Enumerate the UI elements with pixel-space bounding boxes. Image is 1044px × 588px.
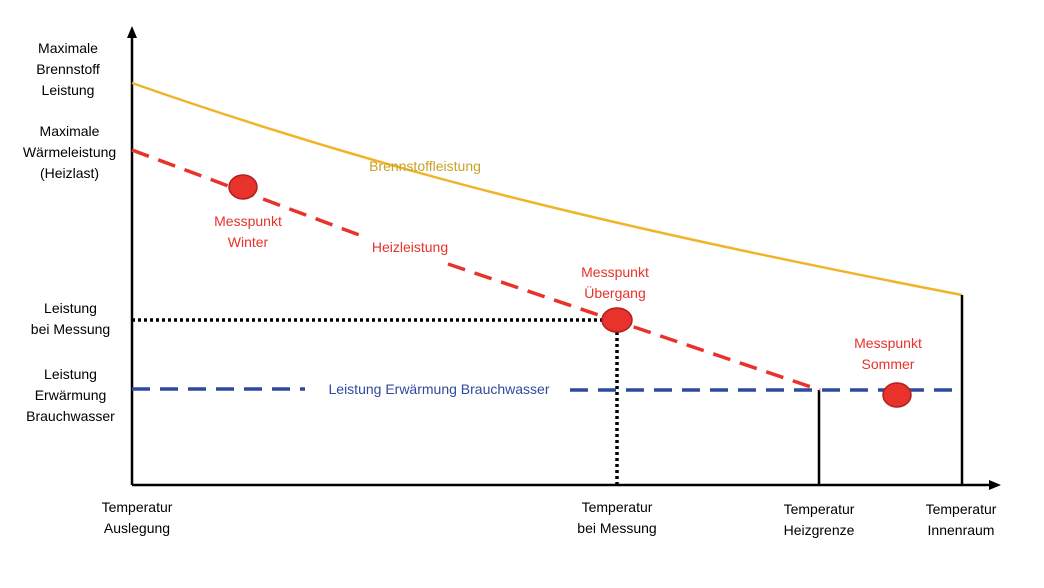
y-label-heizlast: Maximale Wärmeleistung (Heizlast)	[22, 123, 117, 181]
brennstoff-curve	[131, 81, 963, 297]
x-label-messung: Temperatur bei Messung	[577, 499, 657, 536]
y-axis-arrow-icon	[127, 26, 137, 38]
x-label-heizgrenze: Temperatur Heizgrenze	[783, 501, 855, 538]
y-label-brauchwasser: Leistung Erwärmung Brauchwasser	[26, 366, 115, 424]
x-label-auslegung: Temperatur Auslegung	[101, 499, 173, 536]
x-label-innenraum: Temperatur Innenraum	[925, 501, 997, 538]
y-label-messung: Leistung bei Messung	[30, 300, 111, 337]
messpunkt-sommer-label: Messpunkt Sommer	[854, 335, 922, 372]
messpunkt-winter-marker	[228, 174, 258, 200]
curve-label-brennstoff: Brennstoffleistung	[369, 158, 481, 174]
heizleistung-line-lower	[447, 262, 821, 392]
messpunkt-uebergang-label: Messpunkt Übergang	[581, 264, 649, 301]
x-axis-arrow-icon	[989, 480, 1001, 490]
messpunkt-winter-label: Messpunkt Winter	[214, 213, 282, 250]
messpunkt-sommer-marker	[882, 382, 912, 408]
y-label-brennstoff: Maximale Brennstoff Leistung	[36, 40, 100, 98]
curve-label-brauchwasser: Leistung Erwärmung Brauchwasser	[328, 381, 550, 397]
messpunkt-uebergang-marker	[601, 307, 633, 333]
curve-label-heizleistung: Heizleistung	[371, 239, 449, 255]
